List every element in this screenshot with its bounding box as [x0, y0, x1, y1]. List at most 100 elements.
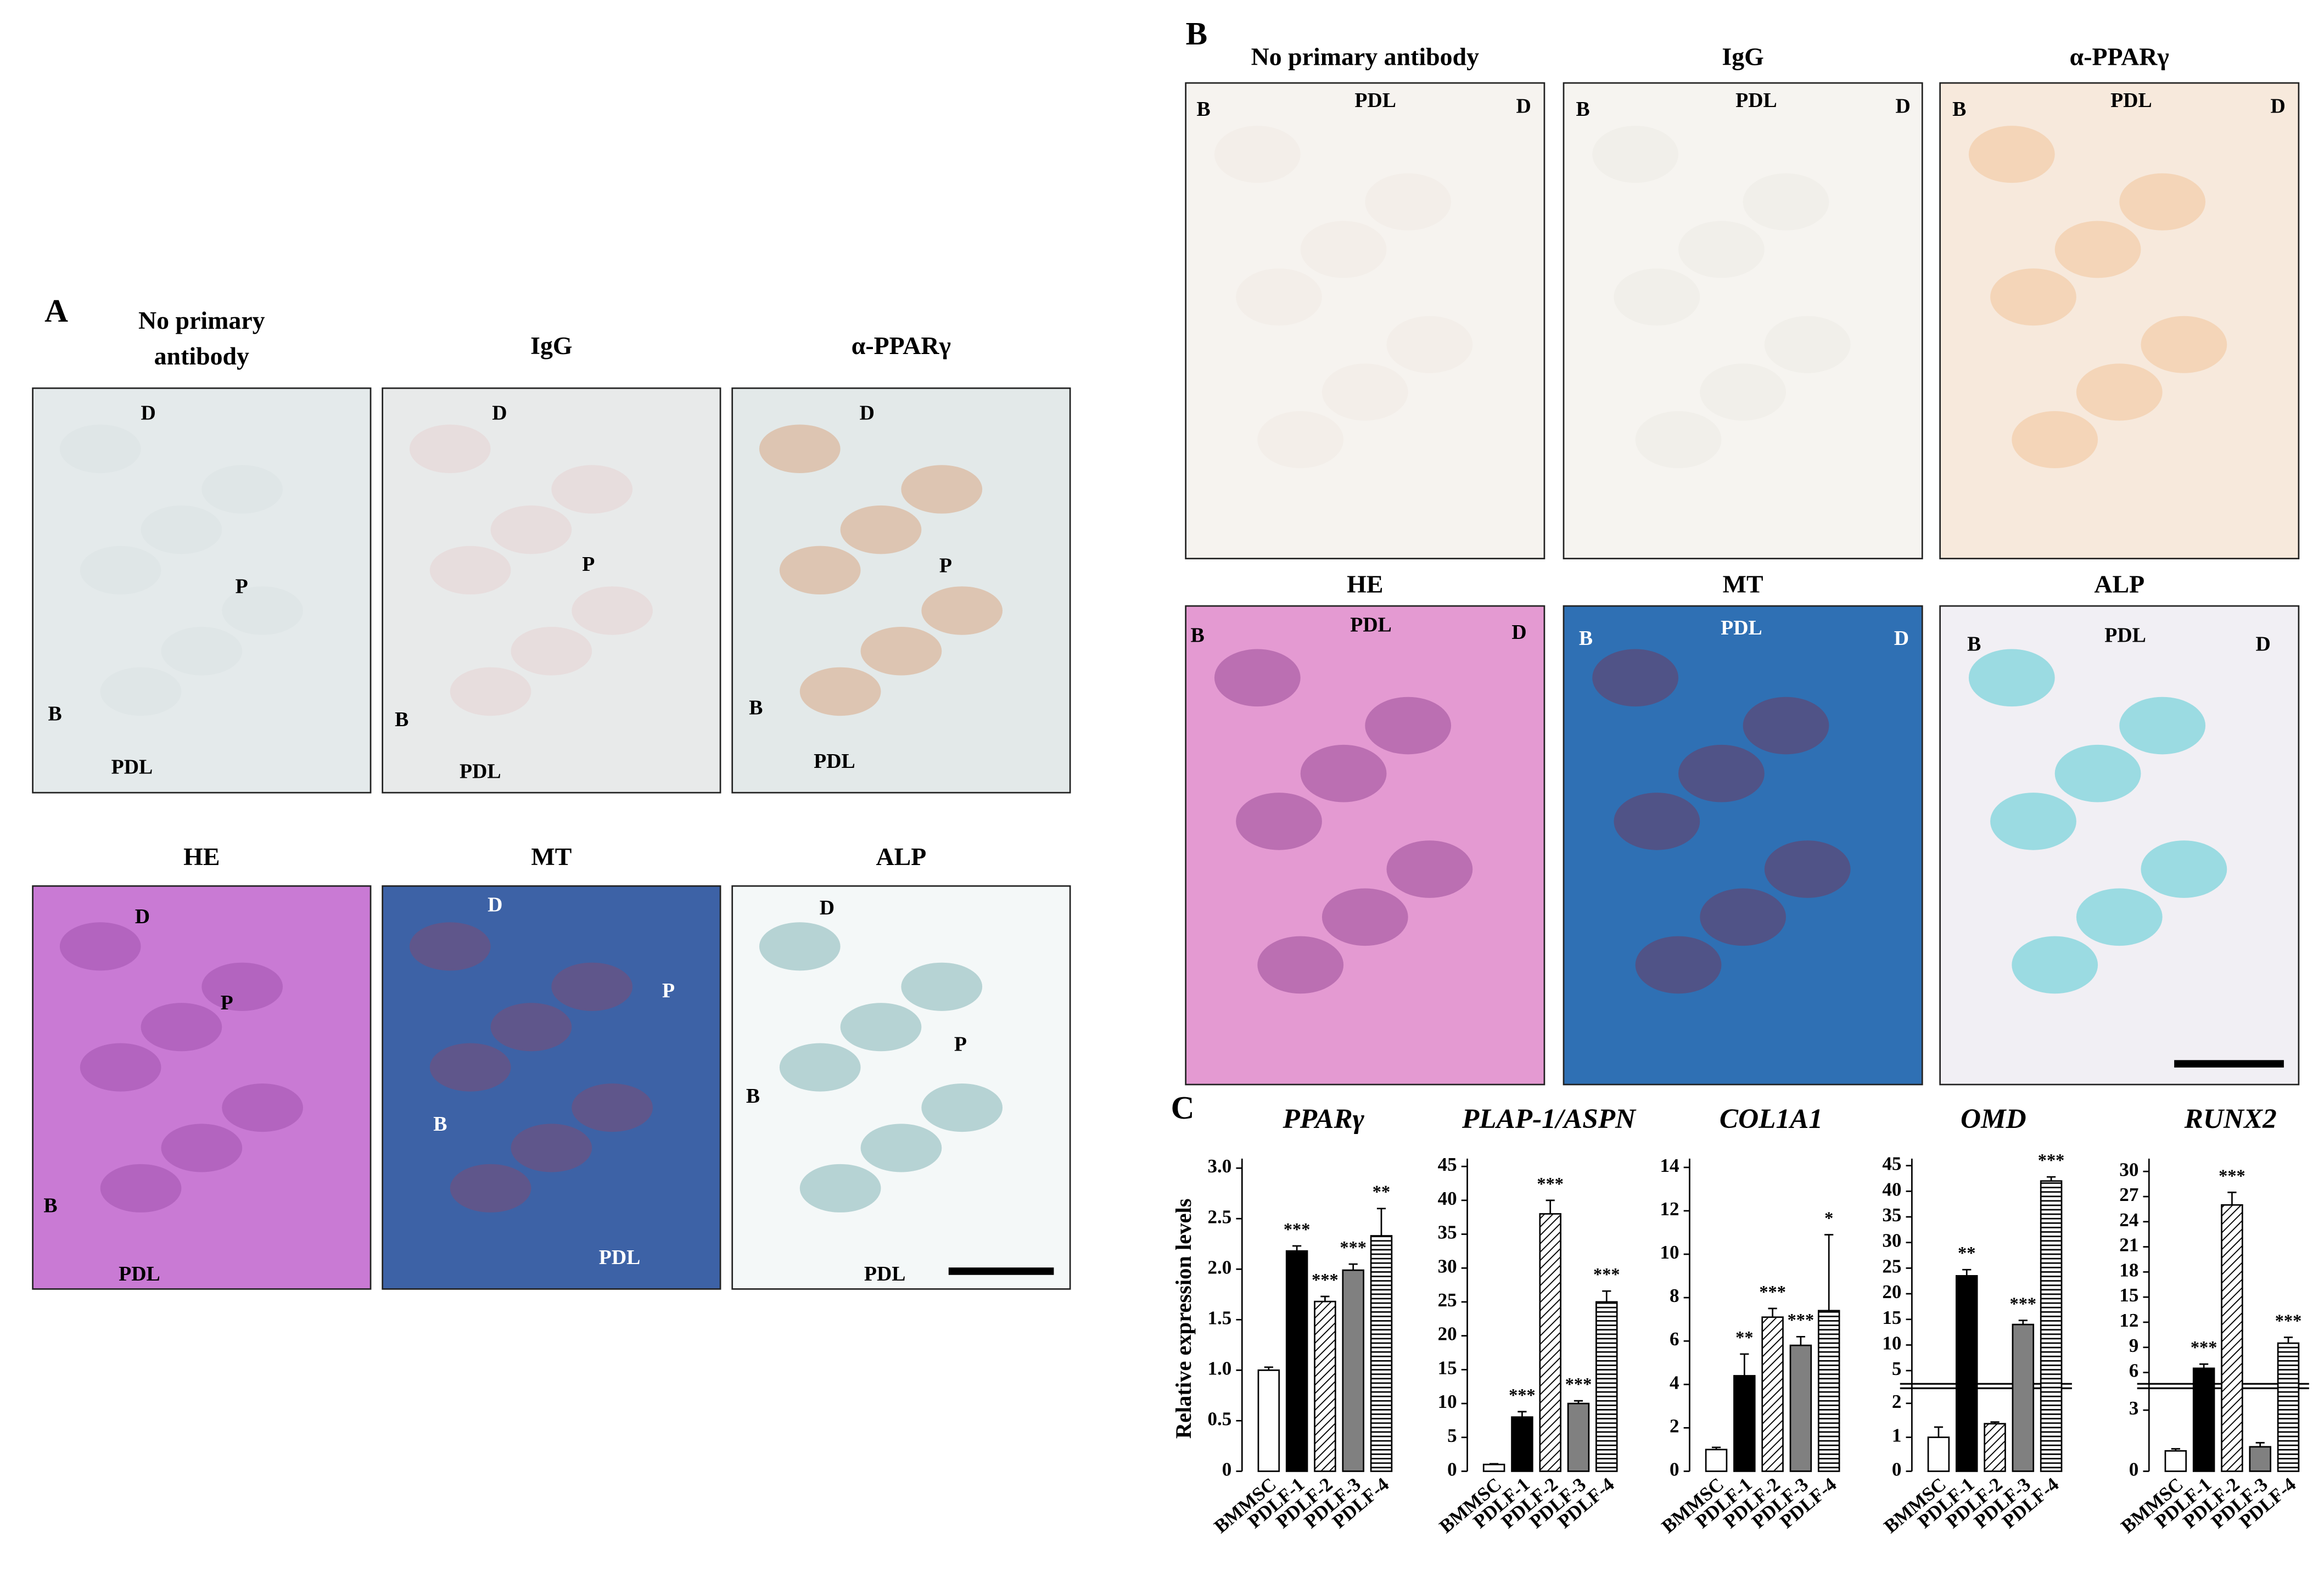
error-bar — [1824, 1234, 1834, 1311]
tissue-texture — [1257, 936, 1344, 994]
tissue-texture — [1990, 793, 2076, 850]
tissue-texture — [222, 1083, 303, 1132]
y-tick-label: 40 — [1438, 1188, 1457, 1209]
region-label: D — [2255, 633, 2270, 656]
y-tick-label: 0 — [2129, 1458, 2139, 1480]
tissue-texture — [921, 1083, 1003, 1132]
error-bar — [2255, 1442, 2265, 1447]
tissue-texture — [572, 586, 653, 635]
region-label: D — [1894, 627, 1909, 650]
image-title: No primary — [138, 306, 265, 334]
y-tick-label: 4 — [1670, 1372, 1679, 1393]
y-tick-label: 9 — [2129, 1335, 2139, 1356]
y-tick-label: 8 — [1670, 1285, 1679, 1306]
bar — [1539, 1213, 1561, 1472]
tissue-texture — [141, 505, 222, 554]
region-label: B — [746, 1085, 760, 1108]
y-tick-label: 0 — [1670, 1458, 1679, 1480]
image-title: ALP — [2094, 570, 2144, 598]
tissue-texture — [161, 1124, 243, 1172]
region-label: P — [221, 991, 233, 1014]
tissue-texture — [901, 962, 983, 1011]
region-label: D — [1516, 95, 1531, 118]
tissue-texture — [490, 505, 572, 554]
error-bar — [1376, 1208, 1386, 1236]
tissue-texture — [1700, 888, 1787, 946]
significance: ** — [1735, 1328, 1753, 1348]
image-title: HE — [183, 843, 220, 871]
region-label: D — [1511, 621, 1526, 644]
region-label: B — [749, 697, 763, 720]
tissue-texture — [901, 465, 983, 514]
region-label: D — [141, 401, 156, 424]
significance: *** — [1565, 1375, 1592, 1395]
y-tick-label: 10 — [1438, 1391, 1457, 1412]
micrograph — [731, 885, 1071, 1290]
image-title: No primary antibody — [1251, 43, 1480, 71]
tissue-texture — [80, 1043, 161, 1092]
y-tick-label: 15 — [1882, 1307, 1901, 1328]
y-tick-label: 2.5 — [1208, 1206, 1232, 1227]
error-bar — [1602, 1290, 1611, 1302]
region-label: B — [1579, 627, 1593, 650]
region-label: PDL — [111, 756, 153, 779]
error-bar — [1264, 1366, 1273, 1371]
region-label: P — [939, 554, 952, 577]
region-label: B — [1196, 98, 1210, 121]
image-title: MT — [1723, 570, 1763, 598]
tissue-texture — [59, 424, 141, 473]
significance: *** — [1340, 1238, 1367, 1258]
significance: *** — [2191, 1338, 2217, 1358]
tissue-texture — [141, 1003, 222, 1052]
region-label: D — [488, 894, 502, 917]
bar — [1733, 1375, 1756, 1472]
tissue-texture — [1678, 744, 1765, 802]
bar — [1817, 1310, 1840, 1472]
tissue-texture — [100, 667, 182, 716]
region-label: PDL — [864, 1262, 906, 1285]
tissue-texture — [450, 667, 531, 716]
region-label: PDL — [599, 1246, 641, 1269]
y-tick-label: 45 — [1882, 1153, 1901, 1175]
bar — [1567, 1402, 1590, 1472]
tissue-texture — [1614, 793, 1700, 850]
region-label: B — [1967, 633, 1981, 656]
region-label: PDL — [460, 760, 501, 783]
image-title: α-PPARγ — [852, 332, 951, 360]
bar — [1257, 1369, 1280, 1472]
region-label: D — [860, 401, 875, 424]
error-bar — [2199, 1363, 2209, 1368]
y-tick-label: 25 — [1438, 1289, 1457, 1311]
tissue-texture — [511, 627, 592, 676]
significance: * — [1824, 1209, 1833, 1228]
error-bar — [1740, 1353, 1749, 1376]
significance: *** — [2275, 1311, 2302, 1331]
y-tick-label: 5 — [1447, 1425, 1457, 1446]
bar — [1789, 1344, 1812, 1472]
error-bar — [1573, 1400, 1583, 1404]
bar — [2040, 1180, 2063, 1472]
significance: *** — [1593, 1265, 1620, 1285]
panel-label: A — [44, 293, 68, 329]
tissue-texture — [1678, 221, 1765, 278]
region-label: PDL — [1354, 89, 1396, 112]
error-bar — [2283, 1337, 2293, 1344]
tissue-texture — [551, 465, 633, 514]
y-tick-label: 1.0 — [1208, 1357, 1232, 1379]
tissue-texture — [1321, 363, 1408, 421]
tissue-texture — [1386, 316, 1473, 373]
tissue-texture — [1257, 411, 1344, 469]
tissue-texture — [1764, 840, 1851, 898]
region-label: PDL — [119, 1262, 160, 1285]
bar — [1370, 1235, 1393, 1472]
tissue-texture — [1365, 173, 1452, 231]
y-tick-label: 2.0 — [1208, 1256, 1232, 1278]
tissue-texture — [840, 505, 922, 554]
y-tick-label: 21 — [2119, 1234, 2138, 1256]
y-tick-label: 12 — [2119, 1310, 2138, 1331]
error-bar — [1292, 1245, 1302, 1251]
panel-label: C — [1171, 1090, 1195, 1126]
y-tick-label: 18 — [2119, 1259, 2138, 1281]
y-tick-label: 15 — [1438, 1357, 1457, 1378]
